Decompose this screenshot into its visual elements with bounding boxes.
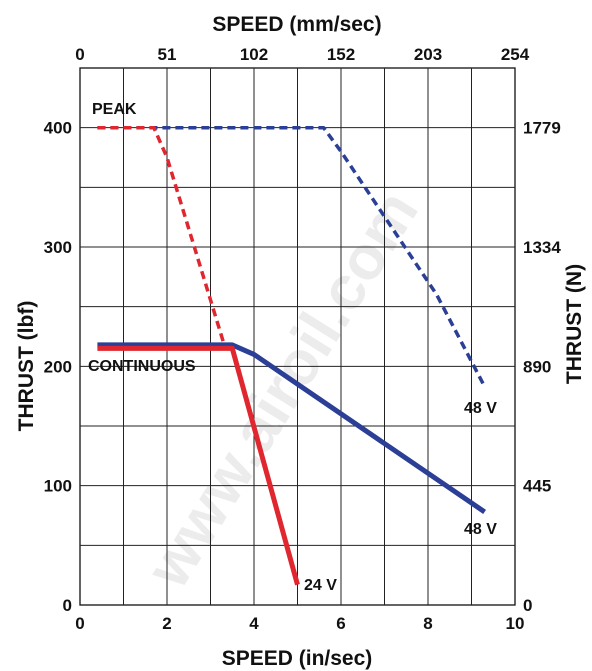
y-axis-title: THRUST (lbf) <box>15 301 38 432</box>
peak-48v-label: 48 V <box>464 400 497 417</box>
x2-tick-label: 0 <box>75 45 84 64</box>
y-tick-label: 200 <box>44 357 72 376</box>
y2-tick-label: 1779 <box>523 119 561 138</box>
x-tick-label: 8 <box>423 614 432 633</box>
x2-tick-label: 203 <box>414 45 442 64</box>
y2-tick-label: 0 <box>523 596 532 615</box>
x2-tick-label: 102 <box>240 45 268 64</box>
x-axis-title: SPEED (in/sec) <box>222 647 373 670</box>
series-line-3-solid <box>97 345 300 586</box>
continuous-label: CONTINUOUS <box>88 358 196 375</box>
y-tick-label: 0 <box>63 596 72 615</box>
series-line-0-dashed <box>97 125 487 388</box>
y2-tick-label: 445 <box>523 477 551 496</box>
x-tick-label: 2 <box>162 614 171 633</box>
x-tick-label: 10 <box>506 614 525 633</box>
y2-tick-label: 890 <box>523 357 551 376</box>
y-tick-label: 100 <box>44 477 72 496</box>
x-tick-label: 4 <box>249 614 259 633</box>
y-tick-label: 300 <box>44 238 72 257</box>
series-line-2-solid <box>97 342 487 514</box>
series-line-1-dashed <box>97 125 226 344</box>
x-tick-label: 6 <box>336 614 345 633</box>
y2-axis-title: THRUST (N) <box>563 264 586 384</box>
x-tick-label: 0 <box>75 614 84 633</box>
continuous-48v-label: 48 V <box>464 521 497 538</box>
continuous-24v-label: 24 V <box>304 577 337 594</box>
peak-label: PEAK <box>92 101 137 118</box>
y-tick-label: 400 <box>44 119 72 138</box>
x2-tick-label: 51 <box>158 45 177 64</box>
y2-tick-label: 1334 <box>523 238 561 257</box>
x2-tick-label: 254 <box>501 45 530 64</box>
x2-axis-title: SPEED (mm/sec) <box>212 13 381 36</box>
x2-tick-label: 152 <box>327 45 355 64</box>
